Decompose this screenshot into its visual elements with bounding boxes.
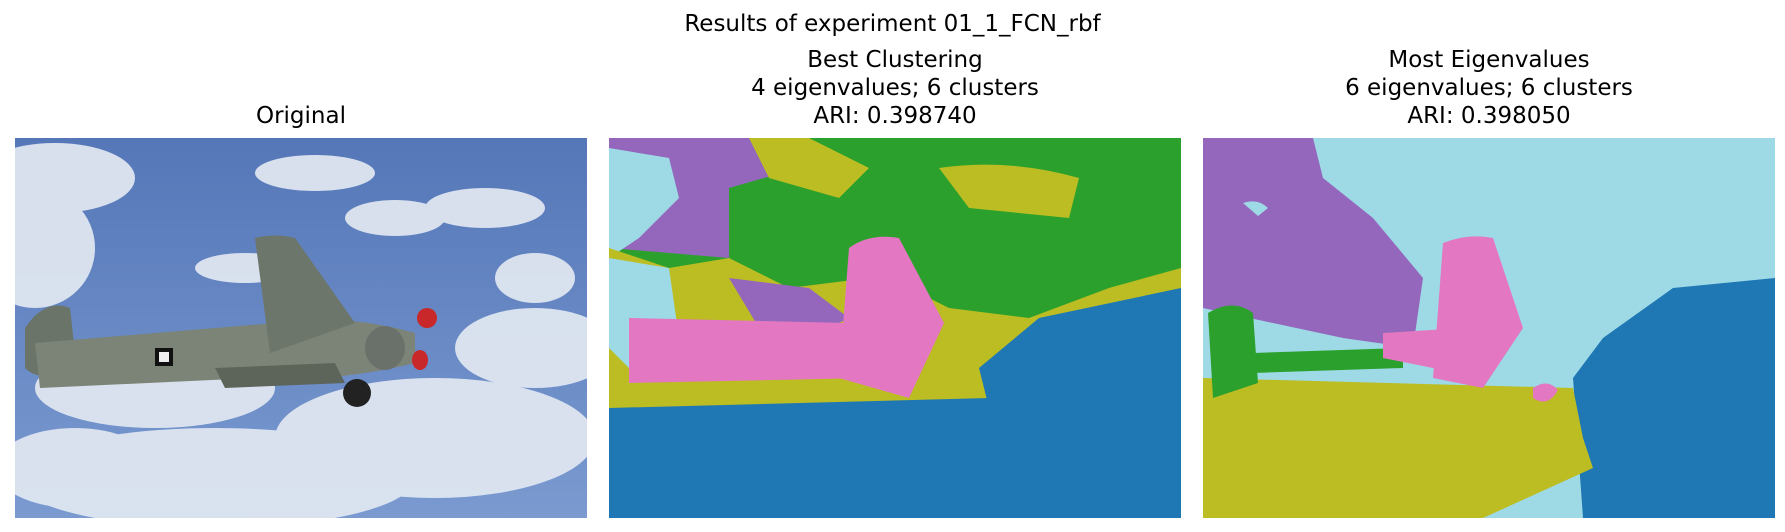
panel-title: Best Clustering 4 eigenvalues; 6 cluster… xyxy=(609,46,1181,130)
panel-original: Original xyxy=(15,0,587,532)
panel-title-line: 4 eigenvalues; 6 clusters xyxy=(751,75,1039,101)
panel-title-line: ARI: 0.398740 xyxy=(813,103,977,129)
panel-title-line: Best Clustering xyxy=(807,47,983,73)
panel-title-line: ARI: 0.398050 xyxy=(1407,103,1571,129)
panel-title-line: Original xyxy=(255,103,346,129)
panel-most-eigenvalues: Most Eigenvalues 6 eigenvalues; 6 cluste… xyxy=(1203,0,1775,532)
panel-best-clustering: Best Clustering 4 eigenvalues; 6 cluster… xyxy=(609,0,1181,532)
panel-title: Original xyxy=(15,102,587,130)
airplane-shape xyxy=(25,235,437,407)
cluster-map-most-eigenvalues xyxy=(1203,138,1775,518)
original-image xyxy=(15,138,587,518)
cloud-shapes xyxy=(15,143,587,518)
panel-title: Most Eigenvalues 6 eigenvalues; 6 cluste… xyxy=(1203,46,1775,130)
panel-title-line: 6 eigenvalues; 6 clusters xyxy=(1345,75,1633,101)
panel-title-line: Most Eigenvalues xyxy=(1388,47,1590,73)
cluster-map-best xyxy=(609,138,1181,518)
figure-suptitle: Results of experiment 01_1_FCN_rbf xyxy=(684,11,1101,37)
